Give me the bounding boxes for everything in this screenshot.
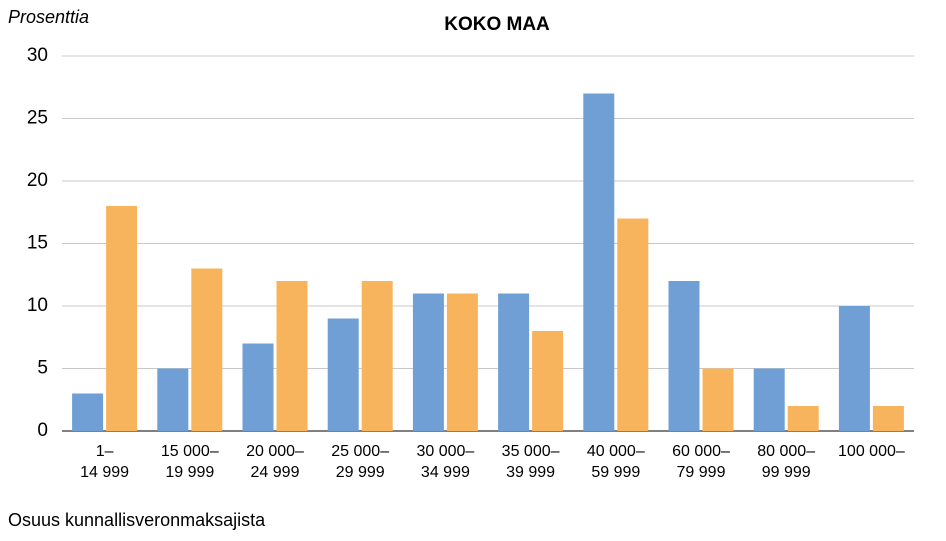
bar: [242, 343, 274, 431]
x-tick-label: 20 000–: [246, 443, 304, 460]
bar: [412, 293, 444, 431]
x-tick-label: 24 999: [251, 464, 300, 481]
bar: [72, 393, 104, 431]
x-axis-label: Osuus kunnallisveronmaksajista: [8, 510, 266, 530]
bar: [191, 268, 223, 431]
x-tick-label: 29 999: [336, 464, 385, 481]
bar: [532, 331, 564, 431]
bar: [838, 306, 870, 431]
bar: [276, 281, 308, 431]
x-tick-label: 30 000–: [416, 443, 474, 460]
bar: [327, 318, 359, 431]
y-tick-label: 20: [27, 170, 48, 191]
bar: [872, 406, 904, 431]
y-tick-label: 25: [27, 108, 48, 129]
bar: [617, 218, 649, 431]
bar: [361, 281, 393, 431]
x-tick-label: 59 999: [591, 464, 640, 481]
x-tick-label: 35 000–: [502, 443, 560, 460]
x-tick-label: 34 999: [421, 464, 470, 481]
bar: [106, 206, 138, 431]
chart-title: KOKO MAA: [444, 14, 550, 35]
x-tick-label: 25 000–: [331, 443, 389, 460]
bar: [702, 368, 734, 431]
x-tick-label: 79 999: [677, 464, 726, 481]
bar: [668, 281, 700, 431]
x-tick-label: 40 000–: [587, 443, 645, 460]
x-tick-label: 80 000–: [757, 443, 815, 460]
x-tick-label: 19 999: [165, 464, 214, 481]
x-tick-label: 1–: [96, 443, 114, 460]
bar: [787, 406, 819, 431]
y-axis-label: Prosenttia: [8, 7, 89, 27]
bar: [498, 293, 530, 431]
x-tick-label: 39 999: [506, 464, 555, 481]
x-tick-label: 100 000–: [838, 443, 905, 460]
x-tick-label: 99 999: [762, 464, 811, 481]
x-tick-label: 15 000–: [161, 443, 219, 460]
y-tick-label: 10: [27, 295, 48, 316]
y-tick-label: 30: [27, 45, 48, 66]
bar: [583, 93, 615, 431]
x-tick-label: 60 000–: [672, 443, 730, 460]
bar: [753, 368, 785, 431]
y-tick-label: 5: [37, 358, 48, 379]
x-tick-label: 14 999: [80, 464, 129, 481]
y-tick-label: 15: [27, 233, 48, 254]
bar: [446, 293, 478, 431]
bar: [157, 368, 189, 431]
y-tick-label: 0: [37, 420, 48, 441]
